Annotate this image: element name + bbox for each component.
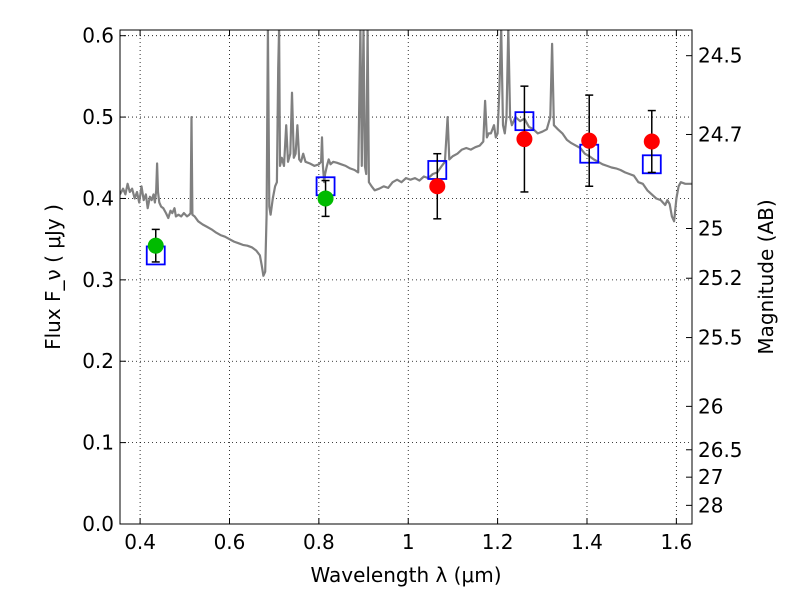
observed-flux-point bbox=[643, 133, 660, 150]
y-tick-label: 0.1 bbox=[82, 431, 114, 455]
x-tick-label: 1.4 bbox=[571, 530, 603, 554]
observed-flux-point bbox=[317, 190, 334, 207]
plot-area bbox=[120, 30, 692, 277]
right-tick-label: 24.5 bbox=[698, 44, 743, 68]
right-tick-label: 26 bbox=[698, 394, 723, 418]
x-tick-label: 1.2 bbox=[482, 530, 514, 554]
right-tick-label: 25 bbox=[698, 217, 723, 241]
x-tick-label: 1.6 bbox=[660, 530, 692, 554]
y-tick-label: 0.5 bbox=[82, 105, 114, 129]
y-axis-label: Flux F_ν ( μJy ) bbox=[41, 204, 65, 350]
observed-flux-point bbox=[516, 131, 533, 148]
x-tick-label: 0.4 bbox=[124, 530, 156, 554]
x-axis-label: Wavelength λ (μm) bbox=[310, 563, 501, 587]
y-tick-label: 0.0 bbox=[82, 512, 114, 536]
grid bbox=[120, 30, 692, 525]
observed-flux-point bbox=[147, 237, 164, 254]
observed-flux-point bbox=[581, 132, 598, 149]
y-tick-label: 0.4 bbox=[82, 186, 114, 210]
axis-ticks: 0.4 0.6 0.8 1 1.2 1.4 1.6 0.0 0.1 0.2 0.3 0.4 0.5 0.6… bbox=[82, 24, 742, 554]
plot-frame bbox=[119, 29, 693, 525]
right-tick-label: 26.5 bbox=[698, 438, 743, 462]
y-tick-label: 0.2 bbox=[82, 349, 114, 373]
right-tick-label: 27 bbox=[698, 465, 723, 489]
x-tick-label: 0.6 bbox=[214, 530, 246, 554]
y-tick-label: 0.6 bbox=[82, 24, 114, 48]
y-tick-label: 0.3 bbox=[82, 268, 114, 292]
x-tick-label: 0.8 bbox=[303, 530, 335, 554]
x-tick-label: 1 bbox=[402, 530, 415, 554]
right-tick-label: 25.2 bbox=[698, 266, 743, 290]
right-tick-label: 28 bbox=[698, 493, 723, 517]
right-tick-label: 25.5 bbox=[698, 326, 743, 350]
spectrum-line bbox=[120, 30, 692, 277]
observed-flux-point bbox=[429, 178, 446, 195]
right-axis-label: Magnitude (AB) bbox=[754, 199, 778, 354]
right-tick-label: 24.7 bbox=[698, 122, 743, 146]
